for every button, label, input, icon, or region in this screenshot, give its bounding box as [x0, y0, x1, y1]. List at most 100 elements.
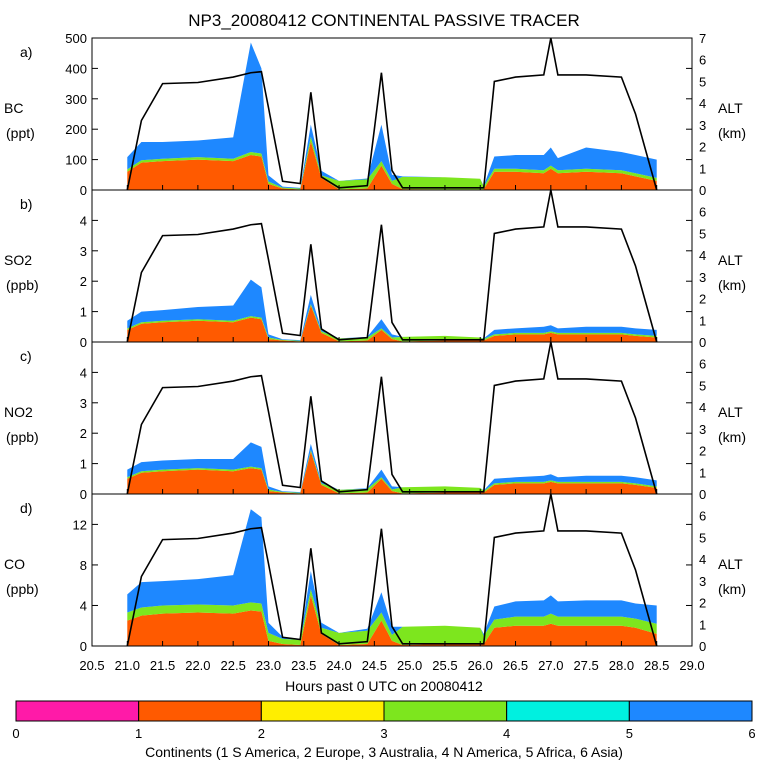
- altitude-line: [126, 37, 658, 191]
- alt-tick-label: 4: [699, 248, 706, 263]
- alt-tick-label: 6: [699, 205, 706, 220]
- alt-tick-label: 0: [699, 639, 706, 654]
- altitude-line: [126, 189, 658, 343]
- alt-tick-label: 2: [699, 596, 706, 611]
- colorbar-tick-label: 2: [258, 726, 265, 741]
- colorbar-tick-label: 5: [626, 726, 633, 741]
- x-tick-label: 28.5: [644, 658, 669, 673]
- y-tick-label: 100: [65, 153, 87, 168]
- figure-title: NP3_20080412 CONTINENTAL PASSIVE TRACER: [188, 11, 579, 30]
- y-tick-label: 0: [80, 639, 87, 654]
- series-area-1: [127, 305, 657, 342]
- y-unit: (ppb): [6, 277, 39, 293]
- colorbar-segment-4: [383, 700, 508, 722]
- series-area-4: [127, 589, 657, 645]
- panel-2: 0 1 2 3 4 0 1 2 3 4 5 6 b) SO2 (ppb) ALT (km): [4, 189, 746, 350]
- y-tick-label: 2: [80, 426, 87, 441]
- colorbar-label: Continents (1 S America, 2 Europe, 3 Aus…: [145, 744, 623, 760]
- panel-frame: [91, 493, 693, 647]
- colorbar-segment-6: [628, 700, 753, 722]
- x-tick-label: 24.5: [362, 658, 387, 673]
- alt-label: ALT: [718, 404, 743, 420]
- alt-tick-label: 3: [699, 574, 706, 589]
- y-label: NO2: [4, 404, 33, 420]
- x-tick-label: 22.5: [221, 658, 246, 673]
- alt-tick-label: 2: [699, 444, 706, 459]
- series-area-6: [127, 279, 657, 341]
- alt-tick-label: 7: [699, 31, 706, 46]
- alt-tick-label: 6: [699, 509, 706, 524]
- series-area-4: [127, 449, 657, 494]
- y-unit: (ppt): [6, 125, 35, 141]
- y-tick-label: 12: [73, 517, 87, 532]
- y-tick-label: 4: [80, 365, 87, 380]
- alt-tick-label: 4: [699, 96, 706, 111]
- alt-tick-label: 6: [699, 357, 706, 372]
- colorbar-tick-label: 6: [748, 726, 755, 741]
- alt-tick-label: 6: [699, 53, 706, 68]
- panel-letter: c): [20, 348, 32, 364]
- alt-tick-label: 1: [699, 617, 706, 632]
- y-label: BC: [4, 100, 23, 116]
- alt-tick-label: 3: [699, 422, 706, 437]
- series-area-1: [127, 595, 657, 646]
- panel-letter: b): [20, 196, 32, 212]
- alt-unit: (km): [718, 277, 746, 293]
- y-tick-label: 4: [80, 213, 87, 228]
- x-tick-label: 21.5: [150, 658, 175, 673]
- alt-label: ALT: [718, 556, 743, 572]
- y-tick-label: 0: [80, 487, 87, 502]
- x-tick-label: 26.5: [503, 658, 528, 673]
- x-tick-label: 20.5: [79, 658, 104, 673]
- y-unit: (ppb): [6, 429, 39, 445]
- x-tick-label: 23.5: [291, 658, 316, 673]
- x-tick-label: 26.0: [468, 658, 493, 673]
- y-tick-label: 4: [80, 598, 87, 613]
- x-axis-label: Hours past 0 UTC on 20080412: [285, 678, 483, 694]
- colorbar-segment-3: [260, 700, 385, 722]
- y-label: SO2: [4, 252, 32, 268]
- x-tick-label: 25.0: [397, 658, 422, 673]
- x-tick-label: 28.0: [609, 658, 634, 673]
- alt-unit: (km): [718, 125, 746, 141]
- x-tick-label: 24.0: [326, 658, 351, 673]
- y-unit: (ppb): [6, 581, 39, 597]
- altitude-line: [126, 493, 658, 647]
- colorbar: 0 1 2 3 4 5 6: [12, 700, 756, 741]
- x-tick-label: 22.0: [185, 658, 210, 673]
- panel-1: 0 100 200 300 400 500 0 1 2 3 4 5 6 7 a) BC (ppt) ALT (km): [4, 31, 746, 198]
- x-tick-label: 23.0: [256, 658, 281, 673]
- alt-tick-label: 0: [699, 335, 706, 350]
- series-area-6: [127, 509, 657, 640]
- colorbar-segment-5: [506, 700, 630, 722]
- alt-tick-label: 5: [699, 530, 706, 545]
- alt-tick-label: 0: [699, 183, 706, 198]
- y-tick-label: 1: [80, 305, 87, 320]
- colorbar-segment-1: [15, 700, 140, 722]
- alt-unit: (km): [718, 429, 746, 445]
- panel-letter: a): [20, 44, 32, 60]
- x-tick-label: 27.0: [538, 658, 563, 673]
- y-label: CO: [4, 556, 25, 572]
- alt-tick-label: 3: [699, 118, 706, 133]
- alt-tick-label: 1: [699, 465, 706, 480]
- y-tick-label: 0: [80, 335, 87, 350]
- colorbar-segment-2: [138, 700, 262, 722]
- y-tick-label: 300: [65, 92, 87, 107]
- y-tick-label: 200: [65, 122, 87, 137]
- alt-tick-label: 0: [699, 487, 706, 502]
- x-tick-label: 27.5: [573, 658, 598, 673]
- y-tick-label: 3: [80, 396, 87, 411]
- panel-letter: d): [20, 500, 32, 516]
- colorbar-tick-label: 1: [135, 726, 142, 741]
- colorbar-tick-label: 0: [12, 726, 19, 741]
- alt-tick-label: 4: [699, 400, 706, 415]
- colorbar-tick-label: 4: [503, 726, 510, 741]
- altitude-line: [126, 341, 658, 495]
- alt-tick-label: 5: [699, 378, 706, 393]
- alt-tick-label: 3: [699, 270, 706, 285]
- y-tick-label: 400: [65, 61, 87, 76]
- series-area-6: [127, 442, 657, 493]
- panel-3: 0 1 2 3 4 0 1 2 3 4 5 6 c) NO2 (ppb) ALT (km): [4, 341, 746, 502]
